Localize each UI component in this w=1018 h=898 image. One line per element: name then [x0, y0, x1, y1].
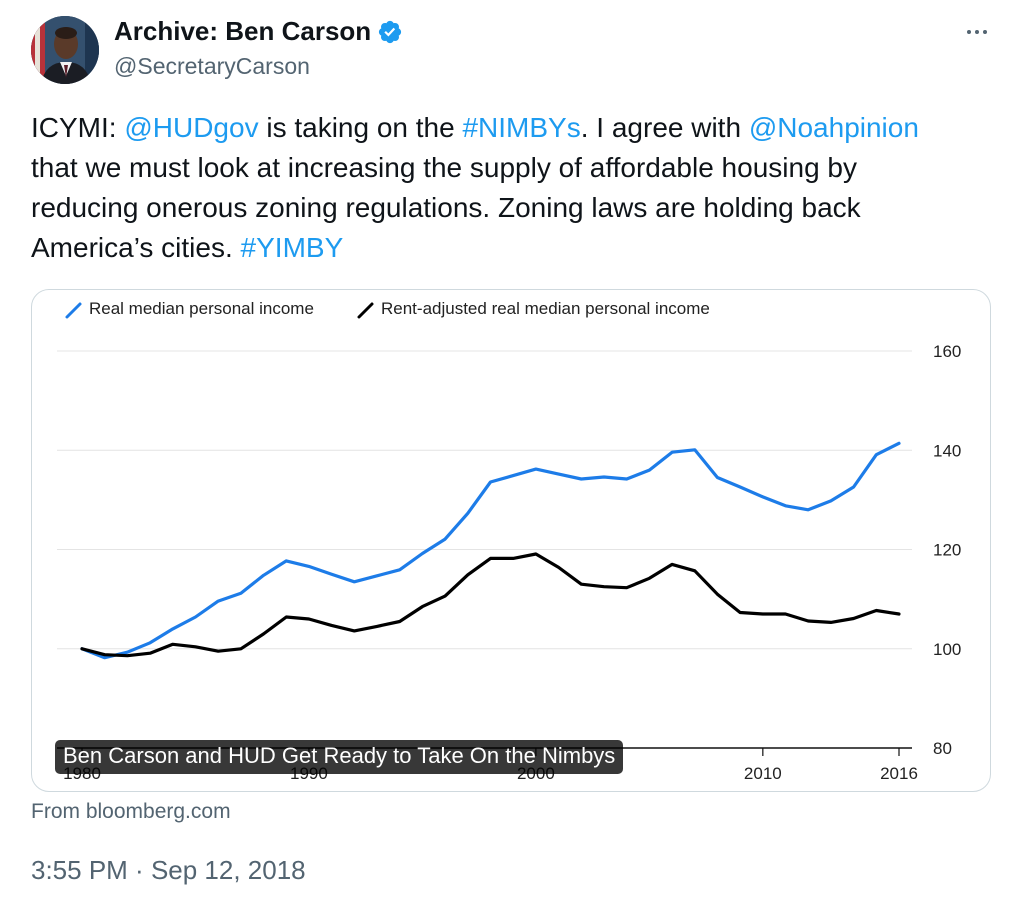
tweet-line-4: America’s cities. #YIMBY — [31, 228, 981, 268]
legend-label-1: Real median personal income — [89, 299, 314, 318]
timestamp-time[interactable]: 3:55 PM — [31, 855, 128, 885]
legend-label-2: Rent-adjusted real median personal incom… — [381, 299, 710, 318]
y-tick-label: 160 — [933, 342, 961, 361]
tweet-line-3: reducing onerous zoning regulations. Zon… — [31, 192, 861, 223]
author-display-name[interactable]: Archive: Ben Carson — [114, 16, 372, 46]
tweet-text: ICYMI: @HUDgov is taking on the #NIMBYs.… — [31, 108, 981, 268]
author-handle[interactable]: @SecretaryCarson — [114, 53, 310, 79]
x-tick-label: 2010 — [744, 764, 782, 783]
mention-noahpinion-link[interactable]: @Noahpinion — [748, 112, 919, 143]
chart-gridlines — [57, 350, 912, 650]
mention-hudgov-link[interactable]: @HUDgov — [124, 112, 259, 143]
card-source[interactable]: From bloomberg.com — [31, 800, 231, 823]
tweet-line-1: ICYMI: @HUDgov is taking on the #NIMBYs.… — [31, 108, 981, 148]
y-tick-label: 80 — [933, 739, 952, 758]
text-segment: ICYMI: — [31, 112, 125, 143]
avatar[interactable] — [31, 16, 99, 84]
chart-y-tick-labels: 80 100 120 140 160 — [933, 342, 961, 758]
dot — [983, 30, 987, 34]
author-name[interactable]: Archive: Ben Carson — [114, 16, 403, 47]
y-tick-label: 140 — [933, 441, 961, 460]
card-title[interactable]: Ben Carson and HUD Get Ready to Take On … — [55, 740, 624, 774]
hashtag-yimby-link[interactable]: #YIMBY — [240, 232, 344, 263]
dot — [967, 30, 971, 34]
legend-swatch-2 — [357, 302, 374, 319]
tweet-line-2: that we must look at increasing the supp… — [31, 152, 857, 183]
chart-legend: Real median personal income Rent-adjusted… — [65, 299, 710, 319]
legend-swatch-1 — [65, 302, 82, 319]
y-tick-label: 100 — [933, 640, 961, 659]
text-segment: America’s cities. — [31, 232, 241, 263]
x-tick-label: 2016 — [880, 764, 918, 783]
text-segment: is taking on the — [258, 112, 463, 143]
more-options-icon[interactable] — [962, 22, 992, 42]
dot — [975, 30, 979, 34]
series-line-1 — [80, 441, 901, 660]
chart-series-lines — [80, 441, 901, 660]
hashtag-nimbys-link[interactable]: #NIMBYs — [462, 112, 581, 143]
avatar-image — [31, 16, 99, 84]
tweet-timestamp[interactable]: 3:55 PM · Sep 12, 2018 — [31, 855, 306, 886]
verified-badge-icon[interactable] — [377, 19, 403, 45]
text-segment: . I agree with — [580, 112, 749, 143]
y-tick-label: 120 — [933, 541, 961, 560]
series-line-2 — [80, 552, 901, 658]
timestamp-date[interactable]: Sep 12, 2018 — [150, 855, 306, 885]
timestamp-separator: · — [127, 855, 151, 885]
